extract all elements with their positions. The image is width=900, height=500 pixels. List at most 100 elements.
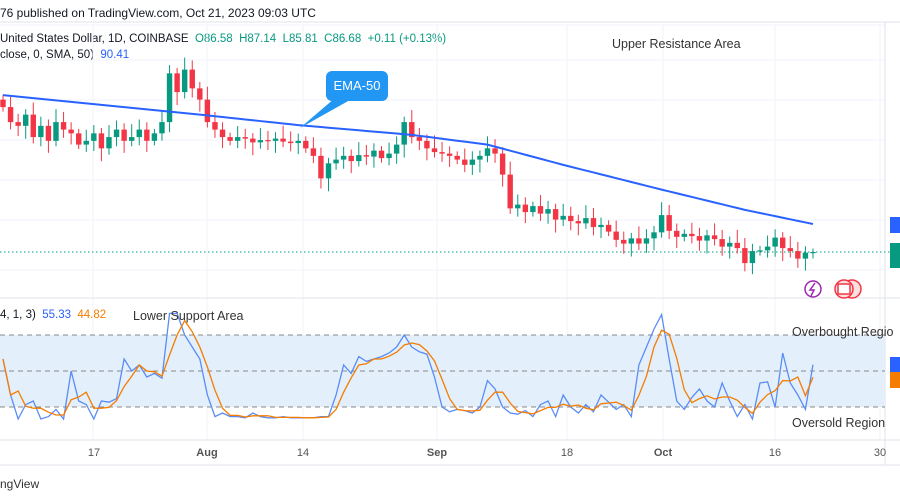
candle-body xyxy=(181,69,188,93)
candle-body xyxy=(60,122,67,130)
oversold-note: Oversold Region xyxy=(792,416,886,430)
candle-body xyxy=(212,122,218,130)
open-value: O86.58 xyxy=(194,33,233,45)
candle-body xyxy=(53,122,59,141)
candle-body xyxy=(598,224,604,228)
candle-body xyxy=(810,252,816,254)
time-tick: Aug xyxy=(196,447,218,459)
candle-body xyxy=(280,138,286,142)
candle-body xyxy=(802,252,809,259)
stoch-label: 4, 1, 3) xyxy=(0,309,36,321)
candle-body xyxy=(515,204,521,209)
candle-body xyxy=(234,137,241,141)
candle-body xyxy=(560,215,566,220)
candle-body xyxy=(30,114,36,138)
candle-body xyxy=(583,218,589,224)
candle-body xyxy=(257,140,264,143)
candle-body xyxy=(151,133,158,141)
candle-body xyxy=(734,242,740,249)
lightning-icon xyxy=(804,280,822,298)
lightning-icon xyxy=(808,282,816,297)
ma-label: close, 0, SMA, 50) xyxy=(0,49,94,61)
stoch-k-label xyxy=(890,357,900,372)
time-tick: 30 xyxy=(873,447,887,459)
last-price-label xyxy=(890,243,900,268)
stoch-d-label xyxy=(890,372,900,388)
symbol-name: United States Dollar, 1D, COINBASE xyxy=(0,33,189,45)
candle-body xyxy=(371,150,377,157)
candle-body xyxy=(386,153,392,159)
candle-body xyxy=(628,238,635,244)
published-caption: 76 published on TradingView.com, Oct 21,… xyxy=(0,6,316,20)
candle-body xyxy=(409,122,415,138)
candle-body xyxy=(711,235,718,240)
candle-body xyxy=(462,159,468,165)
candle-body xyxy=(76,133,82,145)
candle-body xyxy=(38,125,44,138)
candle-body xyxy=(197,88,203,100)
time-tick: 16 xyxy=(768,447,782,459)
lower-support-note: Lower Support Area xyxy=(133,309,244,323)
candle-body xyxy=(128,137,135,141)
candle-body xyxy=(719,239,725,247)
candle-body xyxy=(590,218,597,228)
candle-body xyxy=(658,215,665,233)
candle-body xyxy=(189,69,195,89)
candle-body xyxy=(166,73,173,123)
time-tick: Sep xyxy=(426,447,448,459)
candle-body xyxy=(446,153,453,156)
candle-body xyxy=(742,248,748,264)
candle-body xyxy=(310,148,317,156)
candle-body xyxy=(91,133,97,141)
candle-body xyxy=(439,152,445,154)
candle-body xyxy=(242,137,248,139)
candle-body xyxy=(681,233,687,237)
candle-body xyxy=(303,140,309,149)
candle-body xyxy=(484,148,491,156)
time-tick: 14 xyxy=(296,447,310,459)
candle-body xyxy=(424,140,430,149)
candle-body xyxy=(643,238,650,244)
time-tick: Oct xyxy=(653,447,673,459)
candle-body xyxy=(174,73,180,93)
low-value: L85.81 xyxy=(282,33,318,45)
candle-body xyxy=(431,148,438,153)
candle-body xyxy=(378,150,385,159)
candle-body xyxy=(636,238,642,244)
candle-body xyxy=(68,129,74,134)
candle-body xyxy=(621,239,627,244)
candle-body xyxy=(325,163,332,179)
ema-callout: EMA-50 xyxy=(326,71,388,101)
candle-body xyxy=(106,137,112,149)
candle-body xyxy=(15,122,21,126)
candle-body xyxy=(499,153,506,175)
candle-body xyxy=(272,138,279,141)
candle-body xyxy=(348,155,354,162)
us-flag-icon xyxy=(837,283,851,295)
candle-body xyxy=(287,141,294,144)
change-value: +0.11 (+0.13%) xyxy=(367,33,447,45)
candle-body xyxy=(454,155,460,160)
candle-body xyxy=(545,209,551,214)
candle-body xyxy=(7,107,14,123)
ma-price-label xyxy=(890,217,900,233)
candle-body xyxy=(787,248,793,252)
time-tick: 17 xyxy=(87,447,101,459)
stoch-k-value: 55.33 xyxy=(42,309,71,321)
candle-body xyxy=(469,159,476,165)
candle-body xyxy=(605,224,612,232)
candle-body xyxy=(764,246,771,251)
candle-body xyxy=(204,99,211,123)
candle-body xyxy=(340,155,347,160)
upper-resistance-note: Upper Resistance Area xyxy=(612,37,741,51)
candle-body xyxy=(113,129,120,138)
candle-body xyxy=(0,99,6,108)
candle-body xyxy=(757,250,763,252)
candle-body xyxy=(83,140,89,145)
candle-body xyxy=(575,221,582,224)
candle-body xyxy=(45,125,52,141)
candle-body xyxy=(356,155,362,162)
candle-body xyxy=(250,138,256,143)
ma-legend: close, 0, SMA, 50) 90.41 xyxy=(0,49,129,61)
